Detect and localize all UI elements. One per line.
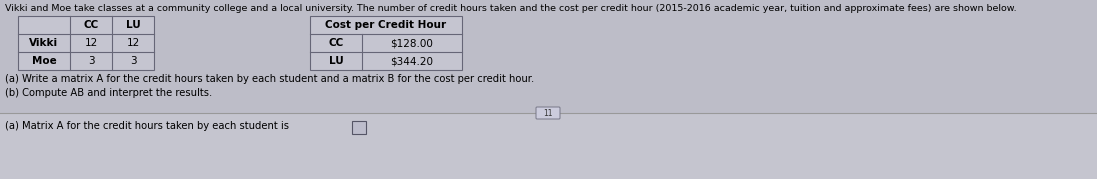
FancyBboxPatch shape <box>536 107 559 119</box>
Text: 12: 12 <box>126 38 139 48</box>
Text: (b) Compute AB and interpret the results.: (b) Compute AB and interpret the results… <box>5 88 212 98</box>
Bar <box>18 16 154 70</box>
Text: Vikki and Moe take classes at a community college and a local university. The nu: Vikki and Moe take classes at a communit… <box>5 4 1017 13</box>
Text: Cost per Credit Hour: Cost per Credit Hour <box>326 20 446 30</box>
Text: 12: 12 <box>84 38 98 48</box>
Bar <box>310 16 462 70</box>
Text: CC: CC <box>83 20 99 30</box>
Text: 3: 3 <box>88 56 94 66</box>
Text: 3: 3 <box>129 56 136 66</box>
Bar <box>352 121 366 134</box>
Text: $128.00: $128.00 <box>391 38 433 48</box>
Text: (a) Matrix A for the credit hours taken by each student is: (a) Matrix A for the credit hours taken … <box>5 121 289 131</box>
Text: (a) Write a matrix A for the credit hours taken by each student and a matrix B f: (a) Write a matrix A for the credit hour… <box>5 74 534 84</box>
Text: LU: LU <box>329 56 343 66</box>
Text: CC: CC <box>328 38 343 48</box>
Text: 11: 11 <box>543 108 553 117</box>
Text: $344.20: $344.20 <box>391 56 433 66</box>
Text: Moe: Moe <box>32 56 56 66</box>
Bar <box>18 16 154 70</box>
Text: LU: LU <box>126 20 140 30</box>
Bar <box>0 113 1097 179</box>
Bar <box>310 16 462 70</box>
Text: Vikki: Vikki <box>30 38 58 48</box>
